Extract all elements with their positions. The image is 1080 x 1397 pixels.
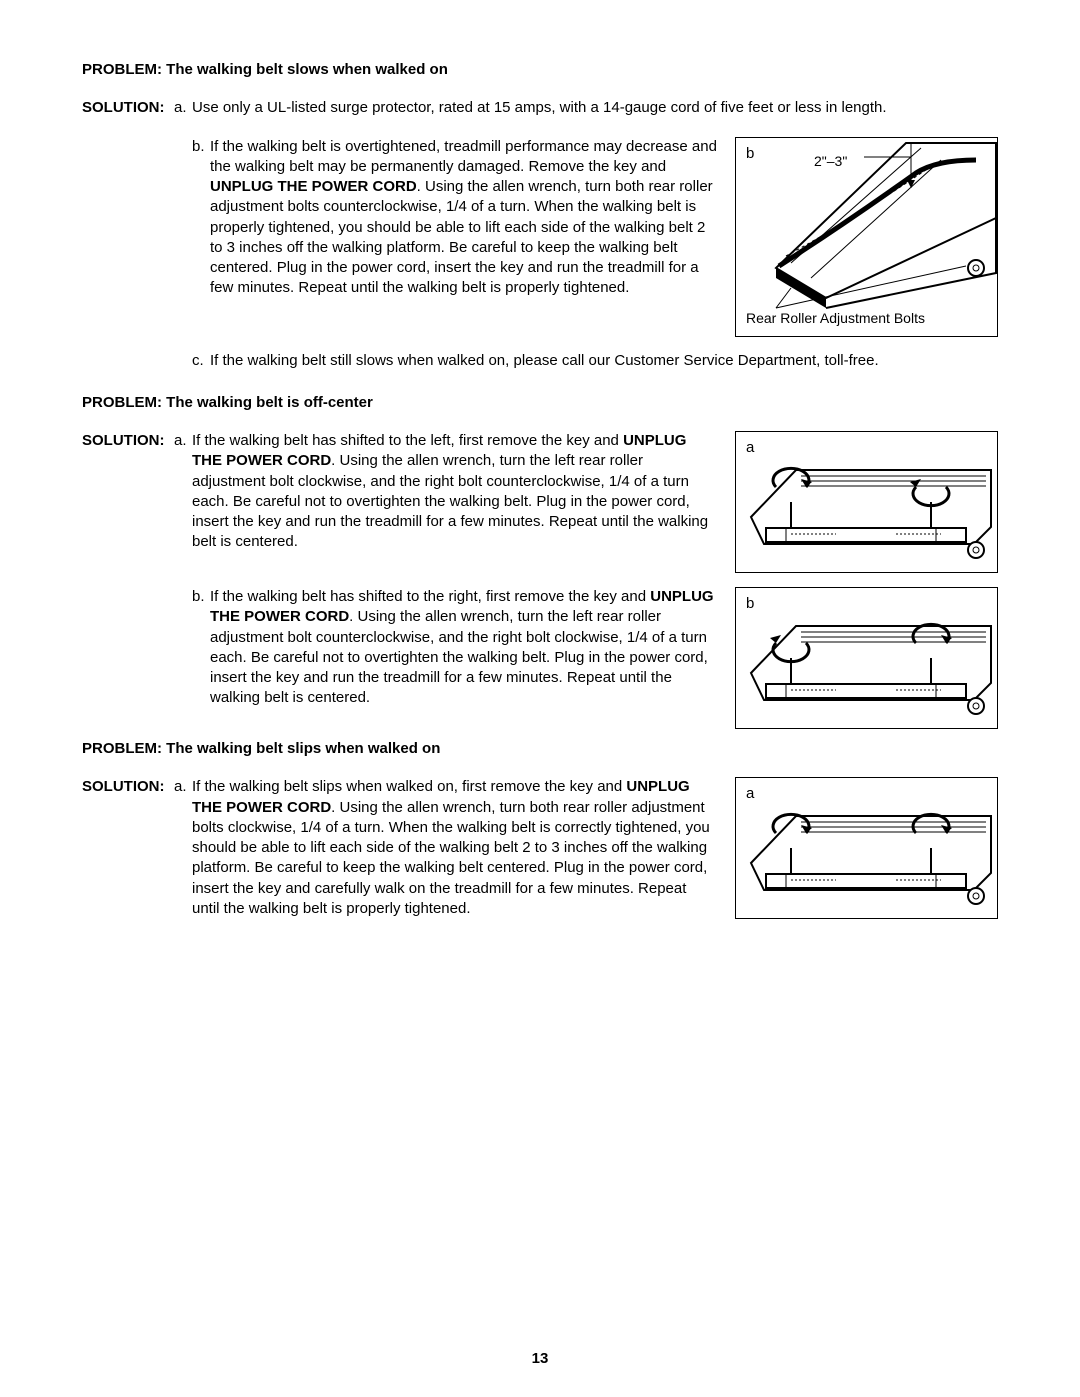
solution-text: If the walking belt has shifted to the l… bbox=[192, 431, 717, 553]
solution-1a: SOLUTION: a. Use only a UL-listed surge … bbox=[82, 98, 998, 118]
treadmill-rear-icon bbox=[736, 778, 999, 920]
solution-3a-row: SOLUTION: a. If the walking belt slips w… bbox=[82, 777, 998, 923]
treadmill-perspective-icon bbox=[736, 138, 999, 338]
figure-offcenter-a: a bbox=[735, 431, 998, 573]
problem-title-3: PROBLEM: The walking belt slips when wal… bbox=[82, 739, 998, 759]
treadmill-rear-icon bbox=[736, 432, 999, 574]
solution-label: SOLUTION: bbox=[82, 98, 174, 118]
figure-offcenter-b: b bbox=[735, 587, 998, 729]
problem-title-2: PROBLEM: The walking belt is off-center bbox=[82, 393, 998, 413]
figure-rear-roller: b 2"–3" bbox=[735, 137, 998, 337]
solution-1b: b. If the walking belt is overtightened,… bbox=[192, 137, 717, 299]
manual-page: PROBLEM: The walking belt slows when wal… bbox=[0, 0, 1080, 1397]
solution-2a-row: SOLUTION: a. If the walking belt has shi… bbox=[82, 431, 998, 573]
solution-text: If the walking belt has shifted to the r… bbox=[210, 587, 717, 709]
figure-label: b bbox=[746, 594, 754, 614]
solution-label: SOLUTION: bbox=[82, 431, 174, 451]
figure-dim-label: 2"–3" bbox=[814, 152, 847, 171]
solution-text: If the walking belt slips when walked on… bbox=[192, 777, 717, 919]
figure-label: a bbox=[746, 784, 754, 804]
solution-letter: b. bbox=[192, 137, 210, 157]
problem-title-1: PROBLEM: The walking belt slows when wal… bbox=[82, 60, 998, 80]
figure-caption: Rear Roller Adjustment Bolts bbox=[746, 309, 925, 328]
solution-2b: b. If the walking belt has shifted to th… bbox=[192, 587, 717, 709]
solution-letter: c. bbox=[192, 351, 210, 371]
figure-label: a bbox=[746, 438, 754, 458]
figure-label: b bbox=[746, 144, 754, 164]
solution-2b-row: b. If the walking belt has shifted to th… bbox=[82, 587, 998, 729]
figure-slips-a: a bbox=[735, 777, 998, 919]
solution-text: If the walking belt still slows when wal… bbox=[210, 351, 998, 371]
solution-text: If the walking belt is overtightened, tr… bbox=[210, 137, 717, 299]
solution-letter: a. bbox=[174, 777, 192, 797]
solution-text: Use only a UL-listed surge protector, ra… bbox=[192, 98, 998, 118]
solution-letter: b. bbox=[192, 587, 210, 607]
solution-letter: a. bbox=[174, 431, 192, 451]
page-number: 13 bbox=[0, 1349, 1080, 1369]
solution-label: SOLUTION: bbox=[82, 777, 174, 797]
solution-1c: c. If the walking belt still slows when … bbox=[192, 351, 998, 371]
solution-row-with-figure: b. If the walking belt is overtightened,… bbox=[82, 137, 998, 337]
treadmill-rear-icon bbox=[736, 588, 999, 730]
solution-letter: a. bbox=[174, 98, 192, 118]
